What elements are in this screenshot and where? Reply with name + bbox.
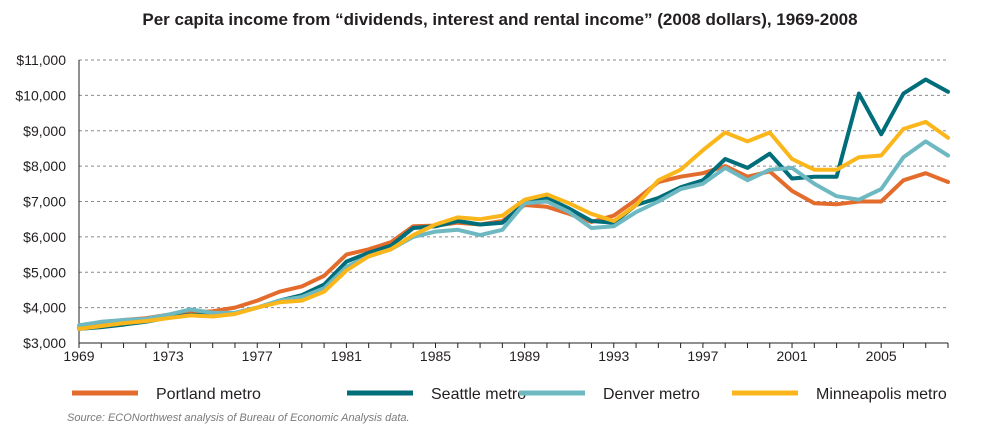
x-tick-label: 1993: [598, 348, 629, 364]
x-tick-label: 1981: [331, 348, 362, 364]
y-tick-label: $8,000: [23, 158, 66, 174]
legend-label: Minneapolis metro: [816, 386, 947, 403]
y-tick-label: $9,000: [23, 123, 66, 139]
series-lines: [77, 77, 950, 331]
y-tick-label: $5,000: [23, 264, 66, 280]
legend-label: Seattle metro: [431, 386, 526, 403]
legend: Portland metro Seattle metro Denver metro M…: [72, 386, 947, 403]
y-tick-label: $10,000: [15, 87, 66, 103]
chart-title: Per capita income from “dividends, inter…: [142, 10, 858, 29]
series-line-portland-metro: [77, 164, 950, 331]
axes: [78, 60, 949, 348]
y-tick-labels: $3,000 $4,000 $5,000 $6,000 $7,000 $8,000 $9,0…: [15, 52, 66, 351]
x-tick-label: 1985: [420, 348, 451, 364]
x-tick-label: 2005: [866, 348, 897, 364]
x-tick-label: 1973: [153, 348, 184, 364]
y-tick-label: $7,000: [23, 194, 66, 210]
series-line-denver-metro: [77, 139, 950, 328]
x-tick-label: 1969: [63, 348, 94, 364]
y-tick-label: $4,000: [23, 300, 66, 316]
x-tick-label: 1989: [509, 348, 540, 364]
y-tick-label: $3,000: [23, 335, 66, 351]
source-note: Source: ECONorthwest analysis of Bureau …: [67, 412, 410, 424]
x-tick-label: 1997: [687, 348, 718, 364]
legend-label: Denver metro: [603, 386, 700, 403]
x-tick-label: 2001: [776, 348, 807, 364]
x-tick-label: 1977: [242, 348, 273, 364]
series-line-minneapolis-metro: [77, 119, 950, 331]
y-tick-label: $6,000: [23, 229, 66, 245]
x-tick-labels: 1969 1973 1977 1981 1985 1989 1993 1997 2001 2005: [63, 348, 897, 364]
gridlines: [79, 59, 948, 309]
y-tick-label: $11,000: [16, 52, 66, 68]
legend-label: Portland metro: [156, 386, 261, 403]
